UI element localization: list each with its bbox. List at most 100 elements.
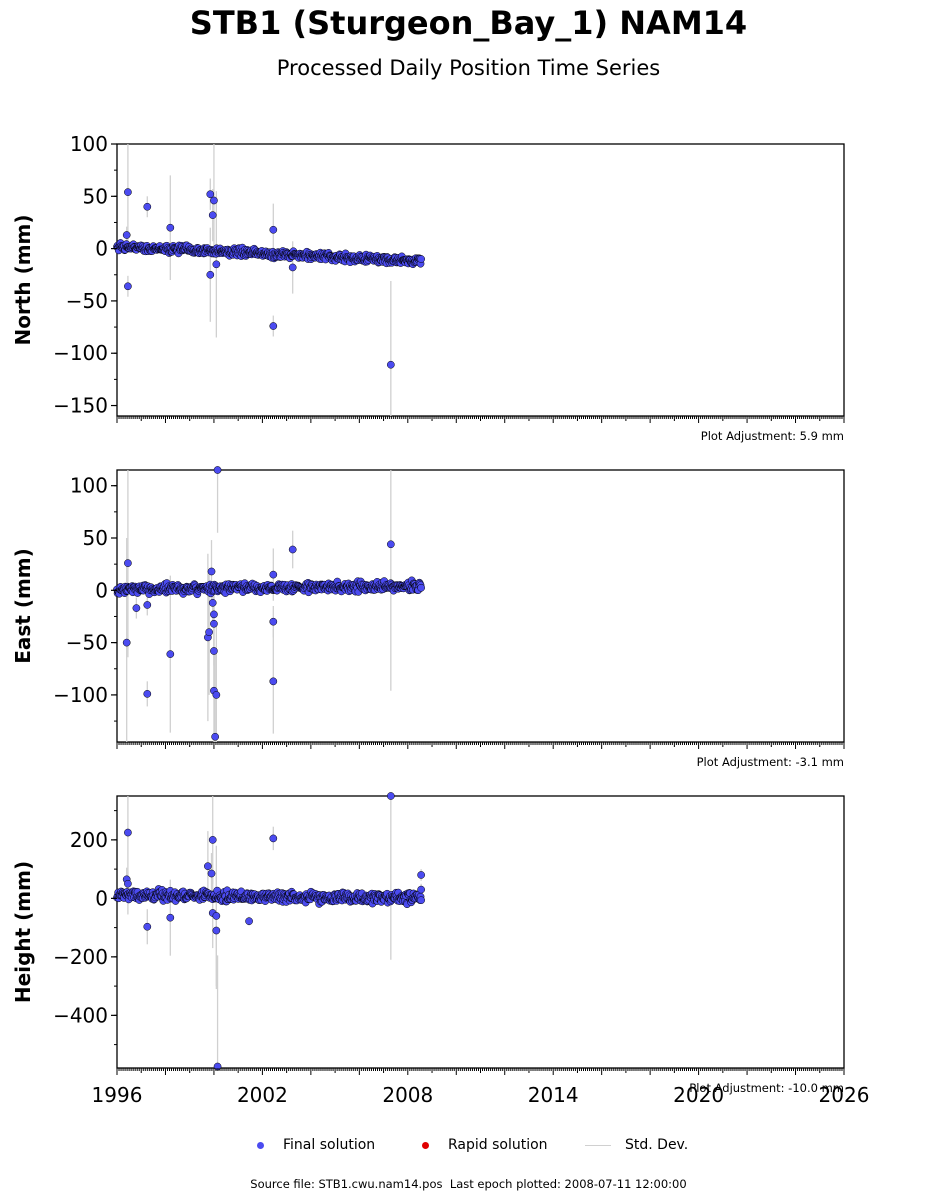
legend-label-stddev: Std. Dev.: [625, 1137, 689, 1153]
panel-1: 100 50 0 −50 −100 East (mm) Plot Adjustment: -…: [11, 466, 845, 769]
y-tick-label: −50: [66, 289, 108, 313]
data-point: [207, 567, 216, 576]
data-point: [124, 559, 132, 567]
plot-adjustment-note: Plot Adjustment: -10.0 mm: [689, 1081, 844, 1095]
legend-label-rapid: Rapid solution: [448, 1137, 548, 1153]
y-ticks: 200 0 −200 −400: [53, 810, 117, 1046]
data-point: [208, 836, 217, 844]
y-tick-label: 50: [83, 526, 108, 550]
data-point: [210, 619, 218, 628]
data-point: [269, 570, 278, 579]
y-tick-label: −100: [53, 683, 108, 707]
stddev-bars: [116, 144, 422, 416]
data-point: [166, 913, 175, 922]
data-point: [143, 922, 152, 931]
plot-adjustment-note: Plot Adjustment: 5.9 mm: [701, 429, 844, 443]
legend-label-final: Final solution: [283, 1137, 376, 1153]
y-ticks: 100 50 0 −50 −100: [53, 474, 117, 722]
last-epoch-text: Last epoch plotted: 2008-07-11 12:00:00: [449, 1177, 687, 1191]
final-solution-points: [113, 466, 425, 741]
data-point: [417, 583, 425, 592]
data-point: [206, 270, 215, 279]
data-point: [166, 650, 175, 658]
data-point: [124, 879, 132, 888]
y-tick-label: 0: [95, 578, 108, 602]
data-point: [386, 360, 395, 369]
panel-0: 100 50 0 −50 −100 −150 North (mm) Plot Adjustme…: [11, 132, 845, 443]
chart-title: STB1 (Sturgeon_Bay_1) NAM14: [189, 4, 748, 42]
data-point: [288, 263, 297, 272]
data-point: [132, 604, 141, 612]
x-tick-label: 2020: [673, 1083, 724, 1107]
y-tick-label: −200: [53, 945, 108, 969]
footer-source: Source file: STB1.cwu.nam14.pos Last epo…: [0, 1177, 937, 1191]
y-ticks: 100 50 0 −50 −100 −150: [53, 132, 117, 418]
data-point: [205, 628, 213, 637]
data-point: [122, 638, 131, 647]
x-ticks: [116, 416, 845, 423]
y-tick-label: −400: [53, 1003, 108, 1027]
axes-frame: [116, 143, 845, 417]
data-point: [245, 917, 253, 926]
y-tick-label: 0: [95, 237, 108, 261]
data-point: [212, 260, 221, 269]
data-point: [143, 601, 152, 609]
y-tick-label: 100: [70, 474, 108, 498]
data-point: [212, 912, 221, 920]
y-tick-label: 0: [95, 886, 108, 910]
x-tick-label: 2014: [528, 1083, 579, 1107]
y-tick-label: −50: [66, 631, 108, 655]
data-point: [124, 282, 132, 291]
y-tick-label: 100: [70, 132, 108, 156]
data-point: [210, 610, 218, 619]
data-point: [206, 190, 215, 199]
legend-item-stddev: Std. Dev.: [585, 1137, 688, 1153]
stddev-bars: [116, 470, 422, 742]
rapid-solution-marker-icon: [422, 1141, 429, 1149]
y-tick-label: −100: [53, 341, 108, 365]
data-point: [124, 828, 132, 837]
source-file-text: Source file: STB1.cwu.nam14.pos: [250, 1177, 443, 1191]
data-point: [143, 202, 152, 211]
stddev-bars: [116, 796, 422, 1068]
data-point: [210, 647, 218, 655]
y-axis-label: Height (mm): [11, 861, 35, 1003]
y-tick-label: 200: [70, 828, 108, 852]
y-tick-label: −150: [53, 394, 108, 418]
y-axis-label: North (mm): [11, 214, 35, 345]
legend: Final solution Rapid solution Std. Dev.: [0, 1137, 937, 1157]
data-point: [212, 691, 221, 699]
data-point: [417, 255, 425, 263]
data-point: [124, 188, 132, 196]
legend-item-rapid: Rapid solution: [422, 1137, 548, 1153]
data-point: [210, 196, 218, 205]
axes-frame: [116, 795, 845, 1069]
legend-item-final: Final solution: [257, 1137, 375, 1153]
data-point: [288, 545, 297, 554]
data-point: [211, 732, 219, 741]
x-tick-label: 2002: [237, 1083, 288, 1107]
data-point: [417, 896, 425, 905]
data-point: [207, 869, 216, 878]
x-ticks: [116, 742, 845, 749]
final-solution-points: [113, 792, 425, 1071]
data-point: [213, 466, 222, 474]
plot-adjustment-note: Plot Adjustment: -3.1 mm: [697, 755, 844, 769]
data-point: [269, 322, 278, 330]
data-point: [417, 885, 425, 894]
data-point: [269, 677, 278, 686]
x-tick-label: 1996: [92, 1083, 143, 1107]
data-point: [269, 617, 278, 626]
chart-subtitle: Processed Daily Position Time Series: [276, 56, 661, 80]
data-point: [143, 690, 152, 698]
stddev-line-icon: [585, 1144, 611, 1146]
data-point: [386, 540, 395, 549]
panel-2: 200 0 −200 −400 Height (mm) Plot Adjustment: …: [11, 792, 869, 1107]
x-tick-label: 2008: [382, 1083, 433, 1107]
data-point: [204, 862, 212, 871]
y-axis-label: East (mm): [11, 548, 35, 664]
y-tick-label: 50: [83, 184, 108, 208]
axes-frame: [116, 469, 845, 743]
x-tick-label: 2026: [819, 1083, 870, 1107]
